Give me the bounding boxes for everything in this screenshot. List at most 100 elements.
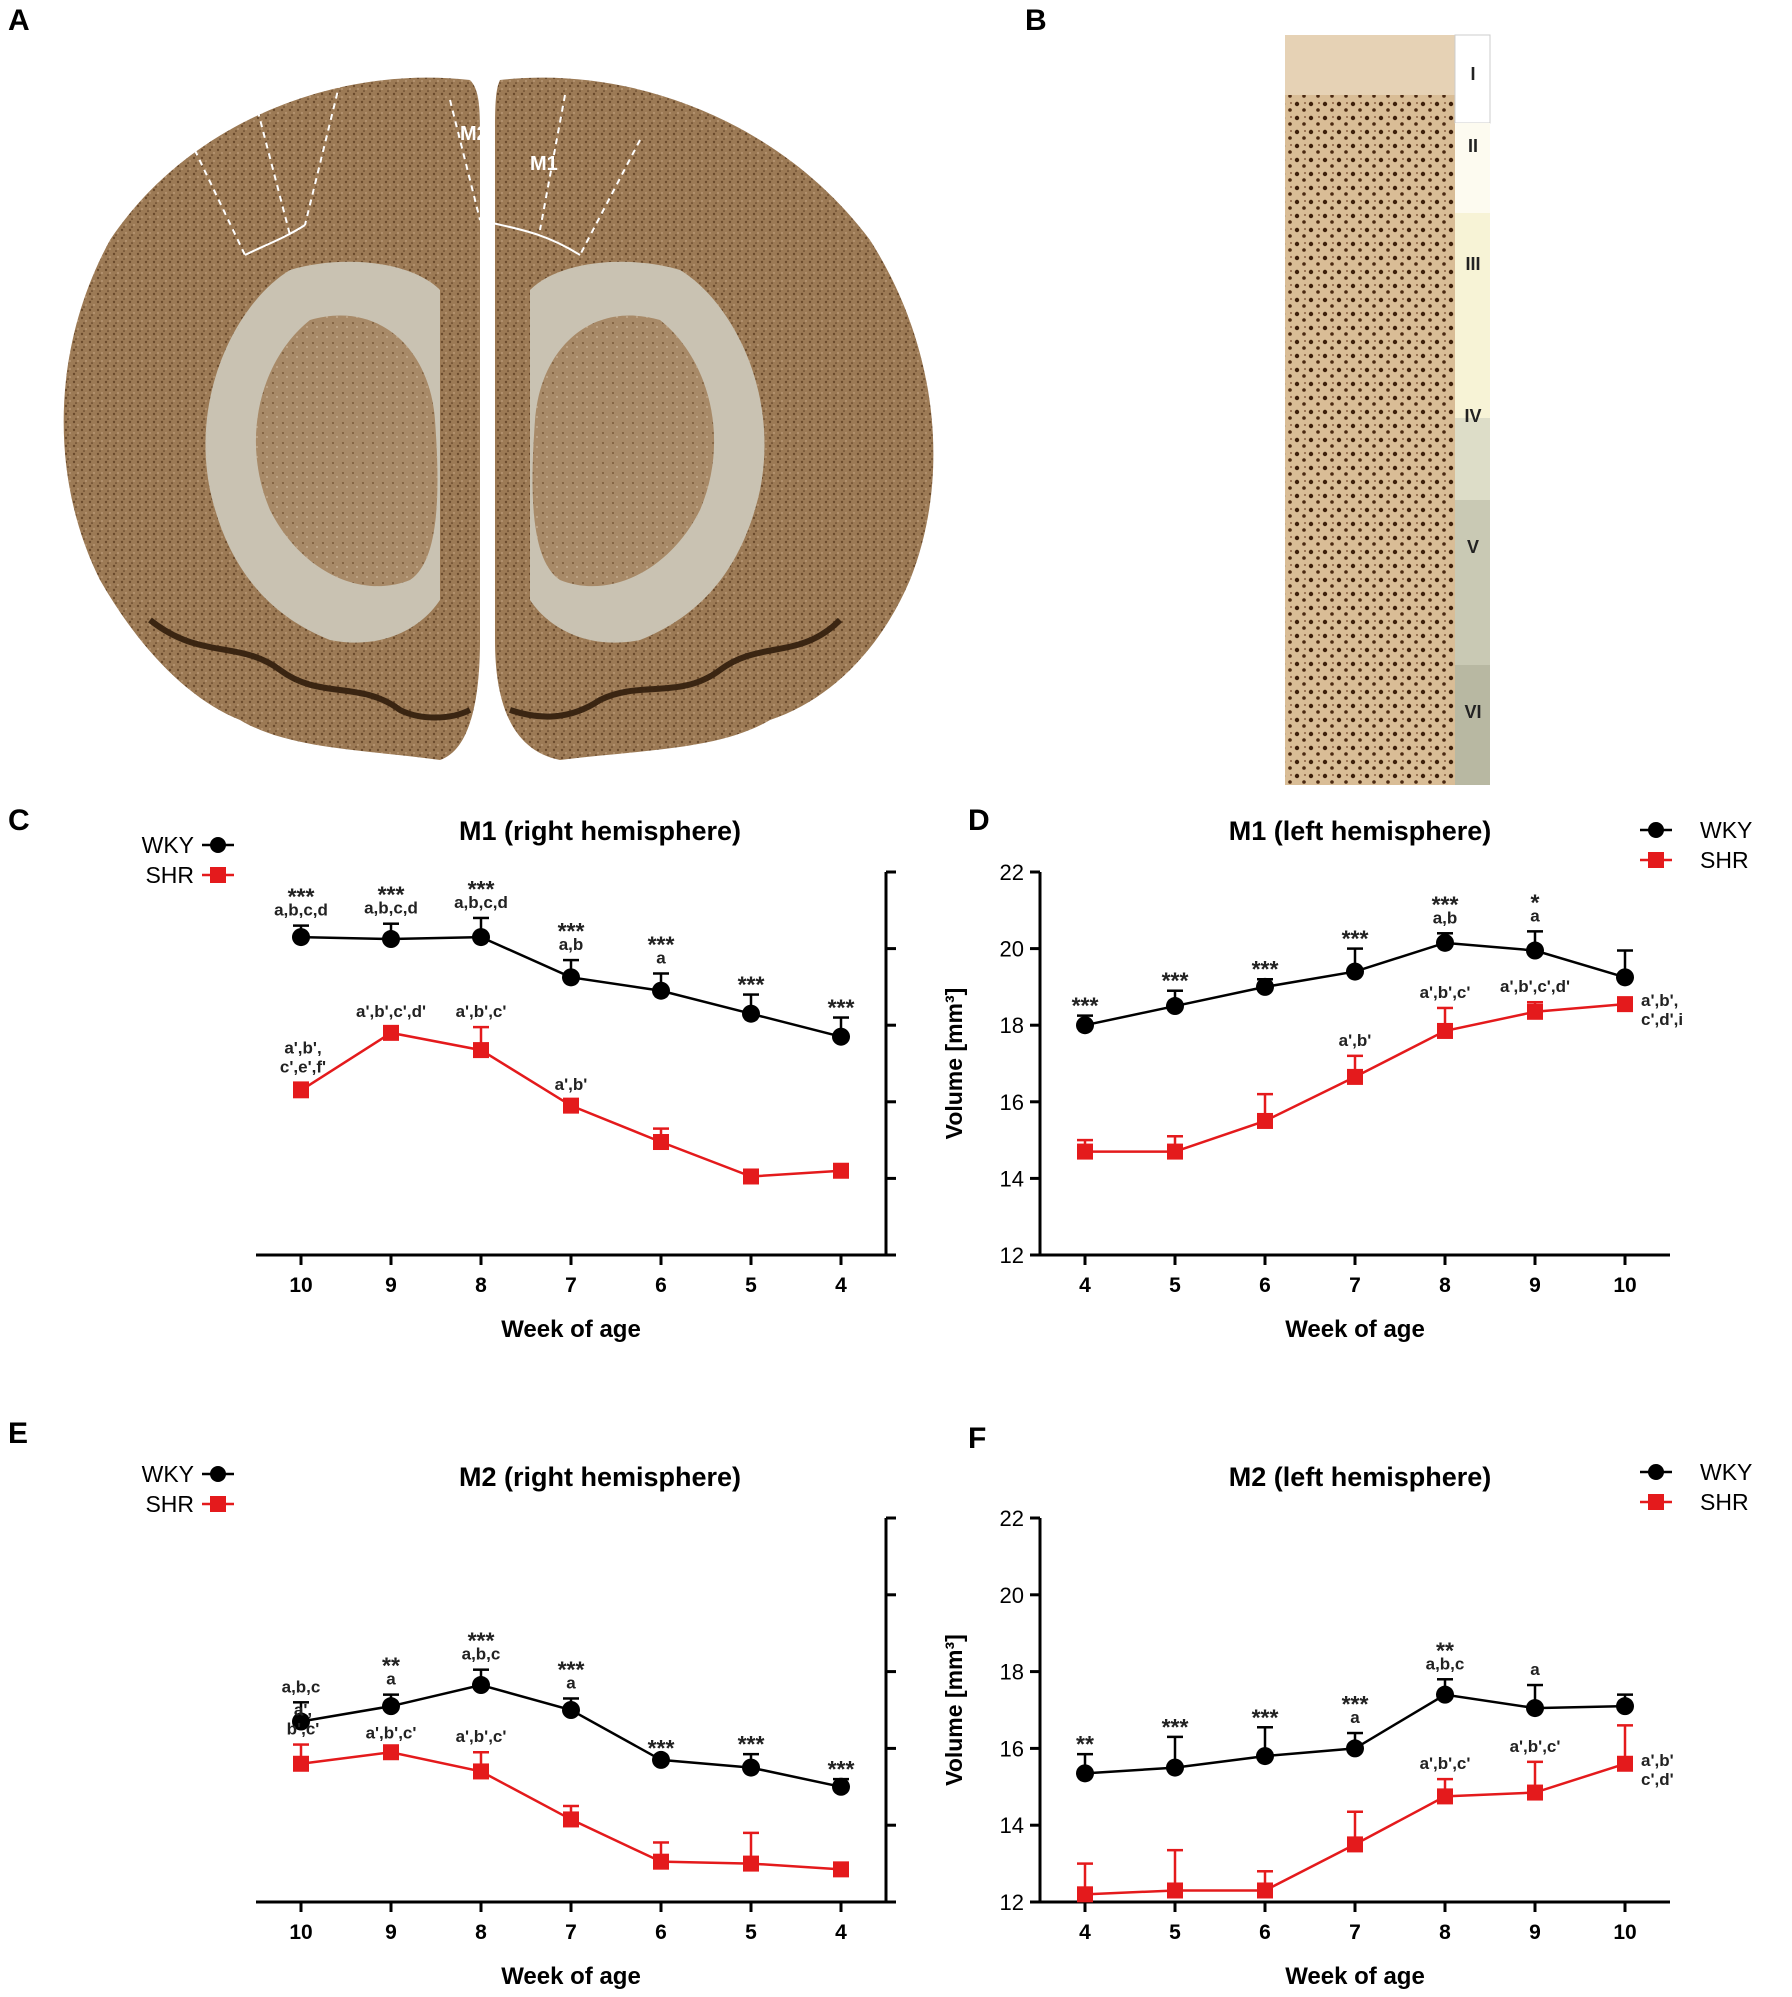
significance-label: a',b',c' [1420,1754,1471,1773]
data-point-shr [653,1853,669,1870]
significance-label: a [1530,1660,1540,1679]
data-point-wky [382,930,400,949]
significance-label: a,b [559,935,584,954]
label-m2: M2 [460,123,488,145]
legend-label: WKY [142,1461,194,1487]
significance-label: a [1350,1708,1360,1727]
significance-label: b',c' [287,1720,320,1739]
legend-marker [1648,852,1664,868]
legend-marker [210,1466,226,1482]
significance-label: a',b',c' [1510,1737,1561,1756]
y-tick-label: 16 [1000,1736,1024,1761]
significance-label: *** [1072,993,1099,1019]
data-point-wky [562,968,580,987]
chart-title: M1 (right hemisphere) [459,816,741,846]
x-tick-label: 9 [1529,1274,1541,1297]
data-point-shr [1257,1882,1273,1899]
data-point-shr [833,1162,849,1179]
significance-label: *** [648,1735,675,1761]
y-tick-label: 20 [1000,1583,1024,1608]
legend-marker [1648,1464,1664,1480]
data-point-shr [1077,1886,1093,1903]
data-point-wky [1526,1699,1544,1718]
x-tick-label: 6 [655,1274,667,1297]
significance-label: a [656,948,666,967]
y-tick-label: 22 [1000,860,1024,885]
significance-label: a',b', [284,1039,321,1058]
significance-label: a',b',c',d' [1500,977,1570,996]
panel-label-f: F [968,1422,987,1455]
x-tick-label: 4 [1079,1274,1091,1297]
data-point-wky [292,1712,310,1731]
significance-label: *** [1342,1691,1369,1717]
chart-title: M2 (left hemisphere) [1229,1462,1492,1492]
y-tick-label: 20 [1000,937,1024,962]
data-point-shr [1527,1003,1543,1020]
data-point-shr [1077,1143,1093,1160]
x-tick-label: 9 [1529,1921,1541,1944]
data-point-shr [563,1097,579,1114]
data-point-shr [293,1755,309,1772]
data-point-shr [473,1763,489,1780]
significance-label: *** [648,931,675,957]
significance-label: *** [1342,926,1369,952]
chart-m1-right: M1 (right hemisphere)1214161820221098765… [142,816,896,1343]
significance-label: *** [1432,891,1459,917]
panel-label-b: B [1025,4,1047,37]
legend-label: SHR [145,862,194,888]
data-point-wky [562,1701,580,1719]
significance-label: a [386,1670,396,1689]
significance-label: a',b',c' [456,1727,507,1746]
significance-label: c',e',f' [280,1058,326,1077]
significance-label: a',b',c' [456,1002,507,1021]
chart-m2-right: M2 (right hemisphere)1214161820221098765… [142,1461,896,1990]
significance-label: a',b' [1641,1751,1674,1770]
significance-label: *** [378,882,405,908]
panel-label-c: C [8,804,30,837]
data-point-wky [1616,968,1634,987]
data-point-shr [833,1861,849,1878]
significance-label: *** [828,1756,855,1782]
significance-label: a', [294,1701,312,1720]
chart-m2-left: M2 (left hemisphere) 12 14 16 18 20 22 4 5 6 7 8 9 10… [941,1459,1752,1990]
x-tick-label: 8 [1439,1274,1451,1297]
label-m1: M1 [530,153,558,175]
y-tick-label: 12 [1000,1243,1024,1268]
x-tick-label: 9 [385,1921,397,1944]
significance-label: a,b,c [282,1677,321,1696]
significance-label: a',b' [555,1075,588,1094]
data-point-shr [1167,1143,1183,1160]
significance-label: a',b',c' [366,1723,417,1742]
legend-marker [210,867,226,883]
x-tick-label: 4 [835,1921,847,1944]
layer-label-6: VI [1464,702,1481,722]
data-point-wky [1616,1697,1634,1716]
data-point-wky [1076,1016,1094,1035]
y-tick-label: 18 [1000,1660,1024,1685]
data-point-shr [653,1134,669,1151]
data-point-wky [1436,933,1454,952]
y-axis-label: Volume [mm³] [941,1634,967,1786]
data-point-wky [652,1750,670,1769]
significance-label: a,b [1433,908,1458,927]
legend-marker [1648,1494,1664,1510]
significance-label: *** [288,884,315,910]
x-tick-label: 7 [1349,1274,1361,1297]
legend-marker [210,1496,226,1512]
significance-label: a',b' [1339,1031,1372,1050]
significance-label: a',b', [1641,991,1678,1010]
significance-label: *** [468,1628,495,1654]
legend-label: SHR [1700,847,1749,873]
data-point-shr [383,1744,399,1761]
data-point-wky [1346,1739,1364,1758]
legend-label: WKY [142,832,194,858]
data-point-shr [473,1042,489,1059]
data-point-shr [293,1082,309,1099]
significance-label: a,b,c,d [454,893,508,912]
data-point-wky [472,928,490,947]
data-point-wky [832,1027,850,1046]
x-tick-label: 4 [835,1274,847,1297]
data-point-shr [1437,1788,1453,1805]
panel-label-e: E [8,1417,29,1450]
data-point-wky [832,1777,850,1796]
